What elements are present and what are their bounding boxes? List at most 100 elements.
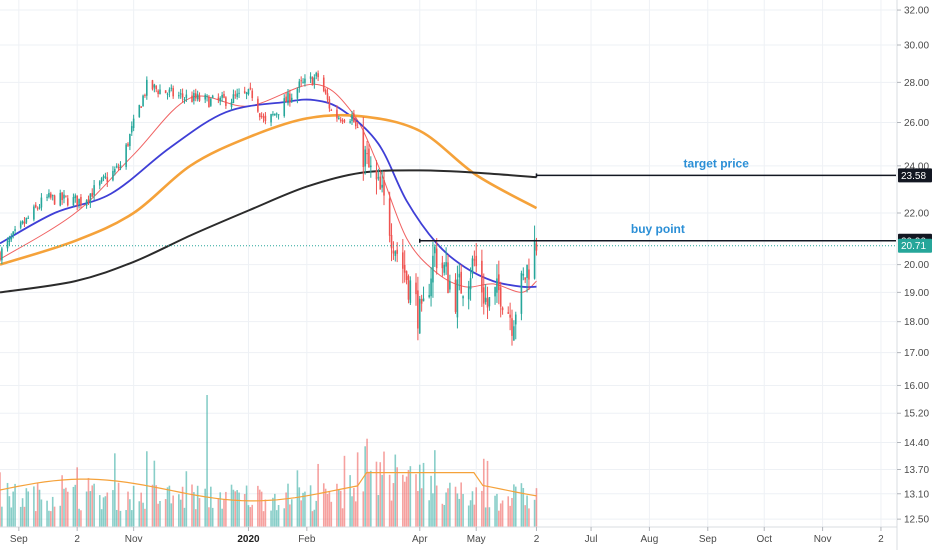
volume-bar xyxy=(420,488,423,527)
candle-body xyxy=(262,116,265,118)
volume-bar xyxy=(117,482,120,527)
volume-bar xyxy=(8,496,11,527)
candle-body xyxy=(315,72,318,77)
volume-bar xyxy=(390,500,393,527)
x-tick-label: Apr xyxy=(412,534,428,545)
volume-bar xyxy=(236,490,238,527)
volume-bar xyxy=(183,507,186,527)
volume-bar xyxy=(106,492,109,527)
candle-body xyxy=(322,77,325,91)
volume-bar xyxy=(482,458,485,527)
candle-body xyxy=(526,264,528,278)
candle-body xyxy=(10,236,13,240)
volume-bar xyxy=(146,451,148,527)
candle-body xyxy=(102,176,105,178)
volume-bar xyxy=(315,500,318,527)
candle-body xyxy=(170,87,173,89)
candle-body xyxy=(193,93,195,101)
volume-bar xyxy=(402,474,404,527)
volume-bar xyxy=(328,491,331,527)
volume-bar xyxy=(219,492,222,527)
y-tick-label: 18.00 xyxy=(904,317,929,328)
volume-bar xyxy=(309,485,312,527)
volume-bar xyxy=(509,505,511,527)
candle-body xyxy=(211,95,214,98)
candle-body xyxy=(388,198,391,236)
candle-body xyxy=(370,165,372,168)
x-tick-label: Sep xyxy=(10,534,28,545)
volume-bar xyxy=(484,507,487,527)
volume-bar xyxy=(285,492,287,527)
volume-bar xyxy=(247,505,250,527)
y-tick-label: 28.00 xyxy=(904,78,929,89)
volume-bar xyxy=(66,491,69,527)
x-tick-label: Aug xyxy=(641,534,659,545)
candle-body xyxy=(498,274,500,291)
volume-bar xyxy=(343,455,346,527)
candle-body xyxy=(196,94,199,100)
volume-bar xyxy=(513,484,515,527)
candle-body xyxy=(353,113,355,123)
x-tick-label: 2 xyxy=(878,534,884,545)
candle-body xyxy=(114,169,116,173)
volume-bar xyxy=(194,509,197,527)
candle-body xyxy=(80,196,82,205)
volume-bar xyxy=(51,496,54,527)
candle-body xyxy=(336,109,338,119)
y-tick-label: 32.00 xyxy=(904,6,929,17)
volume-bar xyxy=(354,501,357,527)
candle-body xyxy=(462,296,464,299)
y-tick-label: 24.00 xyxy=(904,161,929,172)
x-tick-label: Feb xyxy=(298,534,316,545)
candle-body xyxy=(198,95,201,101)
volume-bar xyxy=(27,491,30,527)
candle-body xyxy=(185,94,188,98)
volume-bar xyxy=(467,505,470,527)
volume-bar xyxy=(368,471,370,527)
volume-bar xyxy=(119,510,122,527)
candle-body xyxy=(132,118,135,128)
x-tick-label: 2 xyxy=(74,534,80,545)
candle-body xyxy=(223,94,225,98)
candle-body xyxy=(119,165,122,169)
volume-bar xyxy=(496,493,498,527)
volume-bar xyxy=(535,488,538,527)
candle-body xyxy=(38,207,41,209)
candle-body xyxy=(420,299,423,304)
candle-body xyxy=(221,94,223,98)
candle-body xyxy=(379,176,382,190)
volume-bar xyxy=(475,487,478,527)
volume-bar xyxy=(76,467,78,527)
candle-body xyxy=(513,326,515,341)
volume-bar xyxy=(48,510,50,527)
volume-bar xyxy=(63,488,65,527)
candle-body xyxy=(351,114,353,121)
candle-body xyxy=(93,185,95,196)
candle-body xyxy=(377,177,380,179)
volume-bar xyxy=(336,483,338,527)
candle-body xyxy=(243,91,246,93)
candle-body xyxy=(146,79,148,96)
volume-bar xyxy=(339,490,342,527)
candle-body xyxy=(87,199,90,202)
volume-bar xyxy=(19,506,22,527)
ma-line-ma-mid xyxy=(0,98,537,288)
volume-bar xyxy=(341,508,344,527)
candle-body xyxy=(349,121,351,123)
volume-bar xyxy=(87,477,90,527)
volume-bar xyxy=(290,499,293,527)
candle-body xyxy=(178,95,180,97)
candle-body xyxy=(206,95,208,97)
volume-bar xyxy=(435,485,438,527)
volume-bar xyxy=(25,488,28,527)
volume-bar xyxy=(164,499,167,527)
volume-bar xyxy=(140,492,142,527)
candle-body xyxy=(238,92,240,94)
candle-body xyxy=(494,287,496,297)
x-tick-label: Sep xyxy=(699,534,717,545)
candle-body xyxy=(48,192,50,198)
price-tag-label: 23.58 xyxy=(901,171,926,182)
volume-bar xyxy=(172,495,174,527)
